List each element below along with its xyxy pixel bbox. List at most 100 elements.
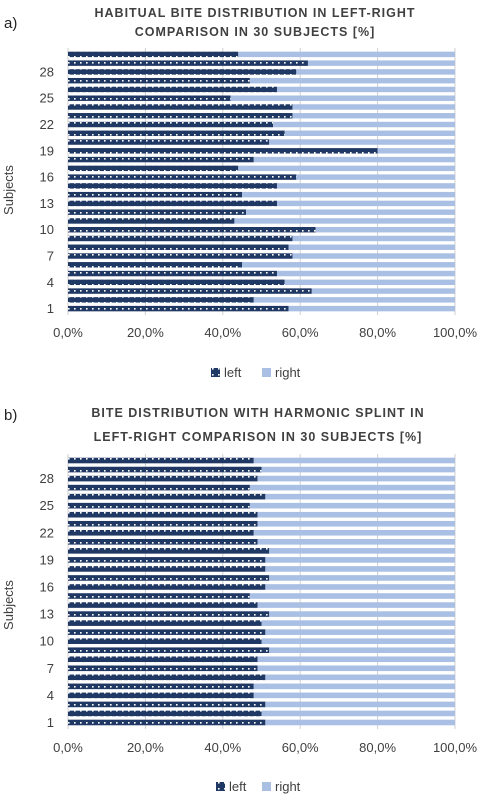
panel-a-legend-right-label: right [275,365,301,380]
panel-b-bar-left-subject-10 [68,638,262,644]
panel-a-bar-right-subject-2 [253,297,455,303]
panel-b-bar-right-subject-2 [261,710,455,717]
panel-b-x-tick: 80,0% [359,740,396,755]
panel-a-bar-left-subject-10 [68,226,316,233]
panel-b-bar-left-subject-27 [68,484,250,491]
panel-b-bar-right-subject-9 [269,647,455,654]
panel-a-bar-left-subject-11 [68,218,235,224]
panel-b-bar-right-subject-11 [265,629,455,635]
panel-a-bar-left-subject-25 [68,95,231,101]
panel-b-bar-right-subject-24 [257,511,455,518]
panel-b-label: b) [4,407,17,424]
panel-b-bar-right-subject-26 [265,493,455,500]
panel-a-bar-left-subject-28 [68,69,297,75]
panel-a-bar-right-subject-18 [253,156,455,163]
panel-a-legend-right-swatch [262,368,271,377]
panel-b-bar-left-subject-19 [68,557,266,563]
panel-a-x-tick: 80,0% [359,325,396,340]
panel-b-bar-right-subject-21 [257,539,455,545]
panel-b-bar-right-subject-30 [253,457,455,464]
panel-a-bar-left-subject-18 [68,156,254,163]
panel-b-y-tick: 28 [40,471,54,486]
panel-b-bar-left-subject-21 [68,539,258,545]
panel-a-y-tick: 4 [47,275,54,290]
panel-b-bar-left-subject-5 [68,683,254,690]
panel-a-y-tick: 19 [40,143,54,158]
panel-b-bar-left-subject-7 [68,665,258,672]
panel-a-bar-right-subject-3 [311,288,455,294]
panel-b-legend-left-label: left [229,779,247,794]
panel-a-bar-left-subject-7 [68,253,293,259]
panel-b-bar-right-subject-13 [269,611,455,617]
panel-a-bar-left-subject-12 [68,209,247,215]
panel-b-bar-left-subject-15 [68,593,250,599]
panel-b-x-tick: 60,0% [282,740,319,755]
panel-b-x-tick: 20,0% [127,740,164,755]
panel-b-y-tick: 22 [40,525,54,540]
panel-a-bar-right-subject-30 [238,51,455,58]
panel-b-bar-left-subject-12 [68,620,262,626]
panel-a-bar-left-subject-4 [68,279,285,286]
panel-b-y-tick: 16 [40,579,54,594]
panel-a-x-ticks: 0,0% 20,0% 40,0% 60,0% 80,0% 100,0% [53,325,477,340]
panel-a-bar-left-subject-2 [68,297,254,303]
panel-b-bar-left-subject-16 [68,584,266,590]
panel-b-bar-left-subject-17 [68,575,270,581]
panel-b-bar-right-subject-12 [261,620,455,626]
panel-a-y-tick: 25 [40,91,54,106]
panel-b-bar-left-subject-2 [68,710,262,717]
panel-b-bar-left-subject-1 [68,719,266,726]
panel-b-bar-right-subject-15 [249,593,455,599]
panel-b-title-line-1: BITE DISTRIBUTION WITH HARMONIC SPLINT I… [91,406,424,420]
panel-a-title-line-1: HABITUAL BITE DISTRIBUTION IN LEFT-RIGHT [94,6,415,20]
panel-a-bar-left-subject-27 [68,77,250,84]
panel-b-bar-left-subject-22 [68,529,254,536]
panel-a-bar-left-subject-21 [68,130,285,137]
panel-a-bar-left-subject-17 [68,165,239,172]
panel-b-x-tick: 0,0% [53,740,83,755]
panel-b-bar-left-subject-3 [68,701,266,708]
panel-a-bar-right-subject-11 [234,218,455,224]
panel-b-bar-right-subject-23 [257,520,455,527]
panel-a-bar-right-subject-22 [273,121,455,128]
panel-a-bar-right-subject-16 [296,174,455,180]
panel-a-bar-right-subject-5 [276,270,455,277]
panel-a-y-tick: 10 [40,222,54,237]
panel-a-y-tick: 28 [40,64,54,79]
panel-b-y-tick: 10 [40,634,54,649]
panel-b-bar-right-subject-1 [265,719,455,726]
panel-a-bar-right-subject-7 [292,253,455,259]
panel-a-bar-right-subject-21 [284,130,455,137]
panel-a-bar-left-subject-5 [68,270,277,277]
panel-a-legend: left right [211,365,301,380]
panel-a-bar-left-subject-23 [68,113,293,119]
panel-a-bar-left-subject-24 [68,104,293,110]
panel-b-legend-right-swatch [262,782,271,791]
panel-b-x-tick: 40,0% [204,740,241,755]
panel-a-bars [68,51,455,312]
panel-b-bar-right-subject-6 [265,674,455,681]
panel-a-y-ticks: 1 4 7 10 13 16 19 22 25 28 [40,64,54,316]
panel-a-legend-left-label: left [224,365,242,380]
panel-b-bar-right-subject-10 [261,638,455,644]
panel-b-bar-left-subject-6 [68,674,266,681]
panel-b-bar-right-subject-19 [265,557,455,563]
panel-a-x-tick: 100,0% [433,325,478,340]
panel-a-bar-right-subject-27 [249,77,455,84]
panel-a-bar-left-subject-22 [68,121,274,128]
panel-b-y-axis-label: Subjects [1,580,16,630]
panel-a-legend-left-swatch [211,368,220,377]
panel-b-bar-right-subject-20 [269,548,455,554]
panel-a-y-tick: 1 [47,301,54,316]
panel-b-bar-left-subject-4 [68,692,254,699]
panel-a-bar-left-subject-26 [68,86,277,93]
panel-a-y-tick: 7 [47,249,54,264]
panel-b-legend-left-swatch [216,782,225,791]
panel-a-x-tick: 60,0% [282,325,319,340]
panel-b-bar-right-subject-8 [257,656,455,663]
panel-b-bar-right-subject-17 [269,575,455,581]
panel-a-x-tick: 0,0% [53,325,83,340]
panel-a-bar-left-subject-16 [68,174,297,180]
panel-b: b) BITE DISTRIBUTION WITH HARMONIC SPLIN… [1,406,477,794]
